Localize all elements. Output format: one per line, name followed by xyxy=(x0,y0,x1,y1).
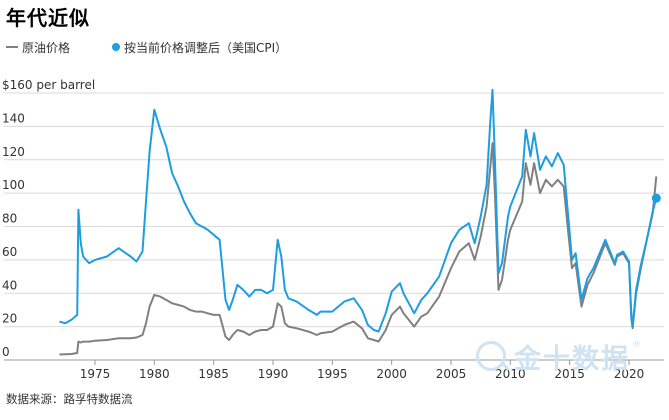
x-tick-label-2015: 2015 xyxy=(554,367,585,381)
x-tick-label-2010: 2010 xyxy=(495,367,526,381)
x-tick-label-2020: 2020 xyxy=(614,367,645,381)
y-tick-label-60: 60 xyxy=(2,245,17,259)
x-tick-label-1990: 1990 xyxy=(258,367,289,381)
x-tick-label-2000: 2000 xyxy=(376,367,407,381)
x-tick-label-1980: 1980 xyxy=(139,367,170,381)
chart-title: 年代近似 xyxy=(6,6,90,30)
data-source-note: 数据来源：路孚特数据流 xyxy=(6,392,133,406)
chart-legend: 原油价格 按当前价格调整后（美国CPI） xyxy=(0,38,669,56)
chart-series xyxy=(59,88,661,356)
y-tick-label-40: 40 xyxy=(2,278,17,292)
series-line-crude-oil xyxy=(59,142,658,356)
y-tick-label-120: 120 xyxy=(2,145,25,159)
watermark-magnifier-icon xyxy=(476,341,506,371)
legend-item-crude-oil: 原油价格 xyxy=(6,38,70,56)
x-tick-label-1995: 1995 xyxy=(317,367,348,381)
y-axis-ticks: 0 20 40 60 80 100 120 140 $160 per barrel xyxy=(2,78,95,359)
y-tick-label-140: 140 xyxy=(2,111,25,125)
x-tick-label-2005: 2005 xyxy=(436,367,467,381)
watermark-logo: 金十数据 ® xyxy=(476,336,646,376)
y-tick-label-80: 80 xyxy=(2,212,17,226)
legend-line-swatch xyxy=(6,46,18,48)
legend-label-crude-oil: 原油价格 xyxy=(22,40,71,55)
y-tick-label-0: 0 xyxy=(2,345,10,359)
x-axis-ticks: 1975 1980 1985 1990 1995 2000 2005 2010 2015 2020 xyxy=(80,360,645,381)
y-tick-label-160: $160 per barrel xyxy=(2,78,95,92)
x-tick-label-1975: 1975 xyxy=(80,367,111,381)
legend-dot-swatch xyxy=(112,43,120,51)
legend-label-cpi-adjusted: 按当前价格调整后（美国CPI） xyxy=(124,40,288,55)
y-tick-label-100: 100 xyxy=(2,178,25,192)
legend-item-cpi-adjusted: 按当前价格调整后（美国CPI） xyxy=(112,38,287,56)
x-tick-label-1985: 1985 xyxy=(198,367,229,381)
watermark-text: 金十数据 xyxy=(514,343,630,375)
y-tick-label-20: 20 xyxy=(2,312,17,326)
series-endpoint-dot xyxy=(651,193,661,203)
series-line-cpi-adjusted xyxy=(59,88,658,333)
watermark-registered-mark: ® xyxy=(632,340,641,350)
chart-gridlines xyxy=(4,92,664,361)
